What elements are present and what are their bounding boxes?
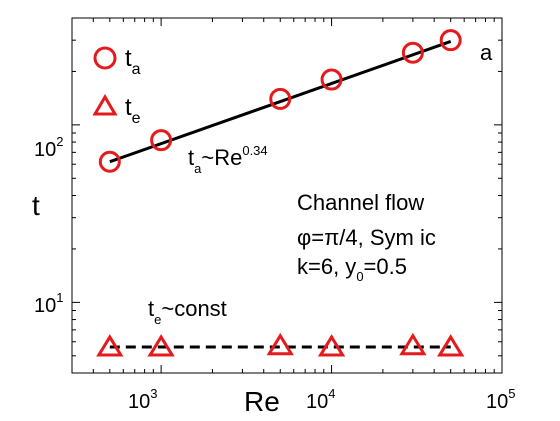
legend-label-te: te bbox=[125, 94, 141, 127]
y-tick-label-1e1: 101 bbox=[34, 290, 63, 317]
x-axis-label: Re bbox=[244, 386, 280, 417]
axis-ticks bbox=[71, 17, 503, 374]
data-point-te bbox=[147, 334, 175, 357]
panel-label: a bbox=[480, 40, 493, 65]
data-point-ta bbox=[401, 41, 424, 64]
data-point-te bbox=[96, 334, 124, 357]
legend: ta te bbox=[92, 45, 141, 127]
y-axis-label: t bbox=[32, 190, 40, 221]
y-tick-label-1e2: 102 bbox=[34, 134, 63, 161]
legend-label-ta: ta bbox=[125, 45, 141, 78]
data-point-ta bbox=[150, 129, 173, 152]
data-point-te bbox=[317, 334, 346, 357]
data-point-ta bbox=[320, 68, 343, 91]
data-point-ta bbox=[269, 87, 292, 110]
data-point-te bbox=[437, 334, 465, 357]
x-tick-label-1e4: 104 bbox=[306, 386, 335, 413]
x-tick-label-1e3: 103 bbox=[128, 386, 157, 413]
data-point-ta bbox=[98, 150, 121, 173]
data-point-te bbox=[266, 332, 294, 356]
data-markers bbox=[96, 29, 465, 357]
case-description-line1: Channel flow bbox=[297, 190, 424, 215]
legend-circle-marker bbox=[93, 46, 117, 70]
fit-annotation-ta: ta~Re0.34 bbox=[188, 143, 268, 176]
case-description-line3: k=6, y0=0.5 bbox=[297, 254, 407, 284]
data-point-ta bbox=[439, 29, 462, 52]
case-description-line2: φ=π/4, Sym ic bbox=[297, 225, 436, 250]
x-tick-label-1e5: 105 bbox=[486, 386, 515, 413]
fit-line-ta bbox=[109, 40, 452, 164]
fit-annotation-te: te~const bbox=[148, 296, 227, 327]
data-point-te bbox=[399, 332, 427, 356]
legend-triangle-marker bbox=[92, 94, 118, 116]
